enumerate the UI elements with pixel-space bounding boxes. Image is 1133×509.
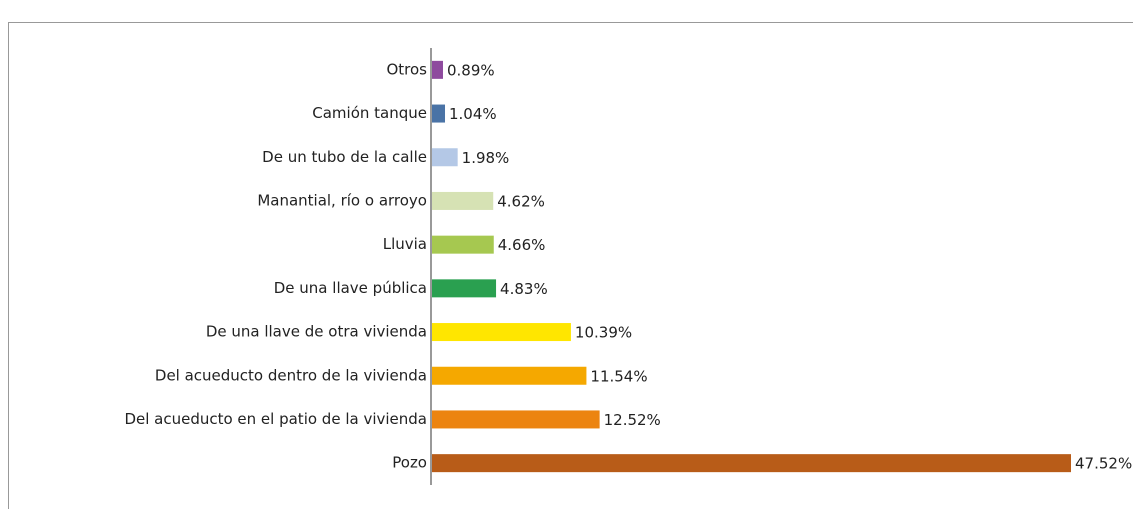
value-label: 11.54%: [590, 367, 647, 385]
category-label: De un tubo de la calle: [262, 148, 427, 166]
bar: [431, 148, 458, 167]
bar: [431, 191, 494, 210]
category-label: Pozo: [392, 454, 427, 472]
value-label: 0.89%: [447, 61, 495, 79]
bar: [431, 454, 1071, 473]
value-label: 4.62%: [497, 192, 545, 210]
value-label: 4.66%: [498, 236, 546, 254]
category-label: Del acueducto en el patio de la vivienda: [124, 410, 427, 428]
bar: [431, 323, 571, 342]
value-label: 1.04%: [449, 105, 497, 123]
category-label: Otros: [386, 60, 427, 78]
bar: [431, 104, 446, 123]
value-label: 10.39%: [575, 324, 632, 342]
value-label: 47.52%: [1075, 455, 1132, 473]
chart-frame: [8, 22, 1133, 509]
category-label: Del acueducto dentro de la vivienda: [155, 366, 427, 384]
category-label: Camión tanque: [312, 104, 427, 122]
value-label: 4.83%: [500, 280, 548, 298]
bar: [431, 366, 587, 385]
bar: [431, 235, 494, 254]
bar: [431, 60, 443, 79]
category-label: De una llave de otra vivienda: [206, 323, 427, 341]
value-label: 1.98%: [462, 149, 510, 167]
category-label: De una llave pública: [274, 279, 427, 297]
value-label: 12.52%: [604, 411, 661, 429]
bar: [431, 279, 497, 298]
category-label: Manantial, río o arroyo: [257, 191, 427, 209]
bar: [431, 410, 600, 429]
category-label: Lluvia: [383, 235, 427, 253]
